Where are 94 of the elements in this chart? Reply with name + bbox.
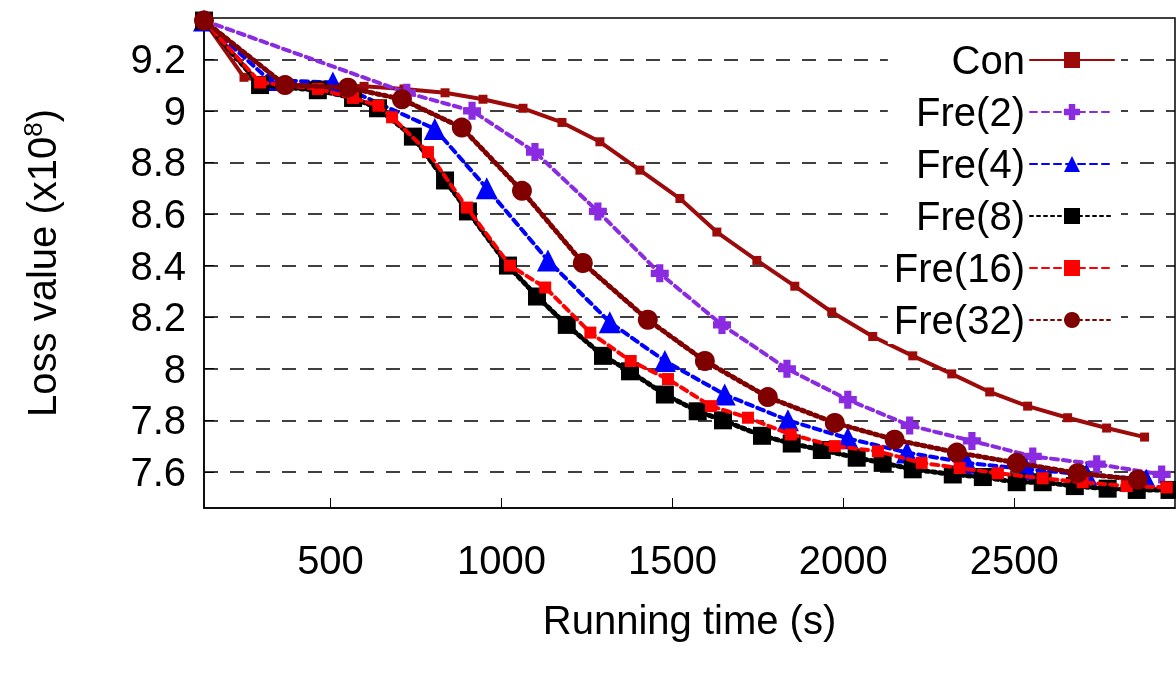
legend-label: Fre(8)	[916, 194, 1025, 238]
point	[539, 281, 552, 294]
point	[824, 412, 845, 433]
point	[440, 88, 450, 98]
point	[1006, 452, 1027, 473]
point	[784, 428, 797, 441]
point	[557, 117, 567, 127]
y-tick-label: 8.2	[130, 295, 186, 340]
point	[1127, 469, 1148, 490]
point	[650, 264, 669, 283]
point	[828, 440, 841, 453]
point	[653, 350, 676, 372]
y-tick-label: 8.4	[130, 243, 186, 288]
point	[391, 89, 412, 110]
y-axis-title: Loss value (x108)	[18, 109, 64, 417]
point	[518, 103, 528, 113]
point	[991, 467, 1004, 480]
x-tick-label: 500	[297, 538, 364, 582]
y-tick-label: 8	[163, 346, 186, 391]
y-tick-label: 8.8	[130, 140, 186, 185]
x-tick-label: 1500	[627, 538, 717, 582]
point	[572, 253, 593, 273]
point	[661, 373, 674, 386]
point	[475, 177, 498, 200]
point	[637, 309, 658, 330]
y-tick-label: 9.2	[130, 37, 186, 82]
point	[827, 307, 837, 317]
point	[463, 101, 482, 120]
point	[694, 351, 715, 371]
x-tick-label: 1000	[456, 538, 546, 582]
legend-label: Con	[951, 38, 1025, 82]
point	[1102, 423, 1112, 433]
point	[1023, 401, 1033, 411]
point	[655, 385, 674, 404]
legend-label: Fre(4)	[916, 142, 1025, 186]
point	[900, 416, 919, 435]
point	[595, 137, 605, 147]
point	[962, 431, 981, 450]
point	[741, 411, 754, 424]
point	[712, 227, 722, 237]
point	[790, 281, 800, 291]
point	[714, 411, 733, 430]
point	[953, 462, 966, 475]
point	[584, 326, 597, 339]
point	[947, 369, 957, 379]
x-tick-label: 2500	[969, 538, 1059, 582]
point	[688, 402, 707, 421]
y-tick-label: 8.6	[130, 192, 186, 236]
point	[1087, 455, 1106, 474]
point	[838, 390, 857, 409]
legend-label: Fre(32)	[893, 298, 1025, 342]
point	[525, 143, 544, 162]
point	[511, 180, 532, 201]
point	[239, 72, 249, 82]
point	[985, 387, 995, 397]
point	[598, 311, 621, 334]
legend-label: Fre(2)	[916, 90, 1025, 134]
point	[777, 359, 796, 378]
point	[915, 456, 928, 469]
point	[536, 249, 559, 272]
y-tick-label: 7.8	[130, 398, 186, 443]
point	[594, 346, 612, 365]
point	[675, 194, 685, 204]
point	[705, 400, 718, 413]
point	[1063, 413, 1073, 423]
point	[908, 351, 918, 361]
point	[423, 117, 446, 140]
point	[871, 445, 884, 458]
point	[1152, 465, 1171, 484]
point	[275, 75, 296, 96]
x-axis-title: Running time (s)	[542, 598, 837, 642]
point	[884, 429, 905, 450]
point	[624, 355, 637, 367]
point	[757, 387, 778, 408]
point	[752, 426, 771, 445]
point	[712, 315, 731, 334]
point	[386, 111, 399, 124]
point	[946, 442, 967, 463]
point	[752, 255, 762, 265]
y-tick-label: 9	[163, 88, 186, 133]
point	[451, 117, 472, 138]
legend-label: Fre(16)	[893, 246, 1025, 290]
x-tick-label: 2000	[798, 538, 888, 582]
point	[557, 315, 576, 334]
point	[847, 448, 866, 467]
point	[421, 146, 434, 159]
point	[1140, 432, 1150, 442]
point	[868, 332, 878, 341]
point	[337, 77, 358, 98]
point	[1067, 463, 1088, 484]
point	[478, 94, 488, 104]
y-tick-label: 7.6	[130, 449, 186, 494]
point	[635, 165, 645, 175]
point	[588, 202, 607, 221]
